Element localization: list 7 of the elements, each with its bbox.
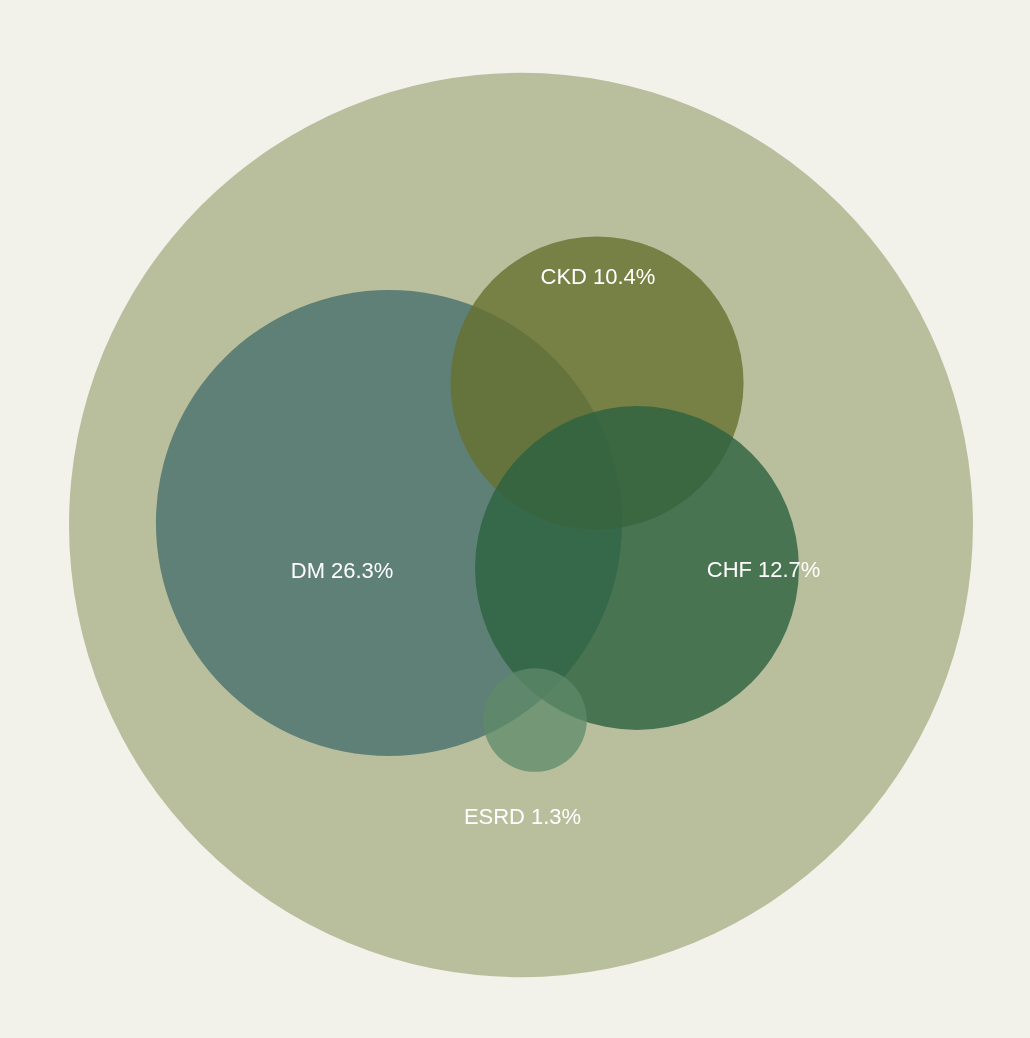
category-label: ESRD [463, 804, 525, 829]
category-label: CHF [706, 557, 752, 582]
data-label: 26.3% [331, 558, 394, 583]
data-label: 10.4% [593, 264, 656, 289]
category-label: DM [290, 558, 325, 583]
data-label: 1.3% [531, 804, 582, 829]
category-label: CKD [540, 264, 587, 289]
